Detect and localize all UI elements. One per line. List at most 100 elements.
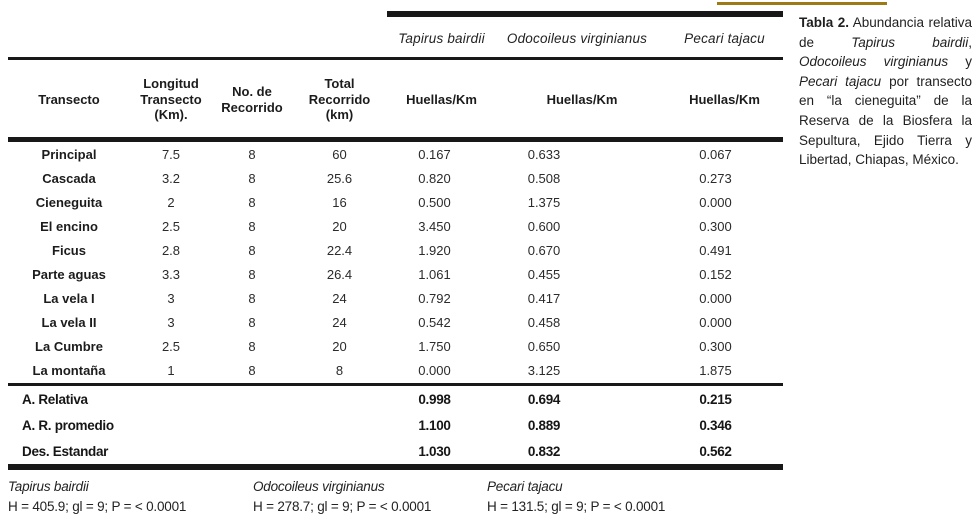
summary-label: A. R. promedio [22,417,114,433]
table-row: Principal 7.5 8 60 0.167 0.633 0.067 [8,142,783,166]
table-row: La montaña 1 8 8 0.000 3.125 1.875 [8,358,783,382]
cell: 3 [167,290,175,306]
table-body: Principal 7.5 8 60 0.167 0.633 0.067 Cascada 3.2… [8,142,783,382]
cell: 0.792 [418,290,451,306]
summary-value: 0.694 [527,391,561,407]
table-row: El encino 2.5 8 20 3.450 0.600 0.300 [8,214,783,238]
summary-value: 0.832 [527,443,561,459]
gold-accent-rule [717,2,887,5]
row-label: Cieneguita [35,194,103,210]
cell: 8 [335,362,344,378]
cell: 0.542 [418,314,451,330]
summary-value: 0.889 [527,417,561,433]
footnote-pecari: Pecari tajacu H = 131.5; gl = 9; P = < 0… [487,477,665,517]
cell: 0.633 [527,146,561,162]
caption-text: y [948,54,972,70]
cell: 0.273 [699,170,732,186]
cell: 60 [332,146,347,162]
cell: 1.750 [418,338,451,354]
summary-label: A. Relativa [22,391,88,407]
summary-row: A. R. promedio 1.100 0.889 0.346 [8,412,783,438]
cell: 0.455 [527,266,561,282]
summary-value: 1.100 [418,417,451,433]
caption-species-3: Pecari tajacu [799,73,882,89]
row-label: Ficus [52,242,86,258]
table-row: La vela I 3 8 24 0.792 0.417 0.000 [8,286,783,310]
row-label: Parte aguas [32,266,106,282]
cell: 0.508 [527,170,561,186]
col-header-huellas-2: Huellas/Km [546,91,618,107]
col-header-huellas-3: Huellas/Km [689,91,760,107]
table-row: La Cumbre 2.5 8 20 1.750 0.650 0.300 [8,334,783,358]
column-header-row: Transecto Longitud Transecto (Km). No. d… [8,62,783,137]
cell: 0.000 [418,362,451,378]
caption-text: Abundancia relativa de [799,15,972,50]
cell: 0.417 [527,290,561,306]
cell: 0.500 [418,194,451,210]
row-label: La vela I [43,290,95,306]
row-label: La montaña [32,362,106,378]
cell: 0.152 [699,266,732,282]
cell: 8 [248,266,256,282]
table-row: La vela II 3 8 24 0.542 0.458 0.000 [8,310,783,334]
row-label: La vela II [41,314,97,330]
rule-header-bottom [8,137,783,142]
row-label: Principal [41,146,97,162]
col-header-transecto: Transecto [38,91,100,107]
summary-value: 0.998 [418,391,451,407]
cell: 3 [167,314,175,330]
cell: 0.000 [699,314,732,330]
cell: 24 [332,314,347,330]
cell: 2 [167,194,175,210]
cell: 0.300 [699,338,732,354]
col-header-no-recorrido: No. de Recorrido [221,84,283,115]
cell: 22.4 [326,242,353,258]
cell: 2.5 [161,338,181,354]
cell: 2.8 [161,242,181,258]
cell: 8 [248,170,256,186]
cell: 7.5 [161,146,181,162]
summary-row: A. Relativa 0.998 0.694 0.215 [8,386,783,412]
cell: 8 [248,362,256,378]
summary-row: Des. Estandar 1.030 0.832 0.562 [8,438,783,464]
cell: 26.4 [326,266,353,282]
species-header-pecari: Pecari tajacu [684,30,765,46]
cell: 0.167 [418,146,451,162]
summary-label: Des. Estandar [22,443,109,459]
cell: 8 [248,146,256,162]
rule-table-bottom [8,464,783,470]
cell: 3.450 [418,218,451,234]
cell: 25.6 [326,170,353,186]
cell: 0.670 [527,242,561,258]
footnote-species-name: Pecari tajacu [487,479,563,494]
cell: 8 [248,290,256,306]
species-header-odocoileus: Odocoileus virginianus [506,30,648,46]
cell: 0.491 [699,242,732,258]
row-label: El encino [40,218,98,234]
footnote-stats: H = 131.5; gl = 9; P = < 0.0001 [487,499,666,514]
cell: 3.3 [161,266,181,282]
footnote-species-name: Odocoileus virginianus [253,479,385,494]
col-header-longitud: Longitud Transecto (Km). [140,76,202,123]
cell: 20 [332,338,347,354]
caption-text: por transecto en “la cieneguita” de la R… [799,73,973,168]
rule-above-summary [8,383,783,386]
cell: 8 [248,194,256,210]
cell: 0.600 [527,218,561,234]
cell: 8 [248,218,256,234]
cell: 0.458 [527,314,561,330]
species-header-tapirus: Tapirus bairdii [398,30,485,46]
cell: 0.300 [699,218,732,234]
species-header-row: Tapirus bairdii Odocoileus virginianus P… [387,24,783,52]
cell: 0.820 [418,170,451,186]
cell: 3.125 [527,362,561,378]
col-header-total-recorrido: Total Recorrido (km) [308,76,371,123]
summary-value: 0.215 [699,391,732,407]
table-row: Parte aguas 3.3 8 26.4 1.061 0.455 0.152 [8,262,783,286]
cell: 1.375 [527,194,561,210]
cell: 1.875 [699,362,732,378]
caption-species-2: Odocoileus virginianus [799,54,949,70]
footnote-odocoileus: Odocoileus virginianus H = 278.7; gl = 9… [253,477,431,517]
table-summary: A. Relativa 0.998 0.694 0.215 A. R. promedio… [8,386,783,464]
